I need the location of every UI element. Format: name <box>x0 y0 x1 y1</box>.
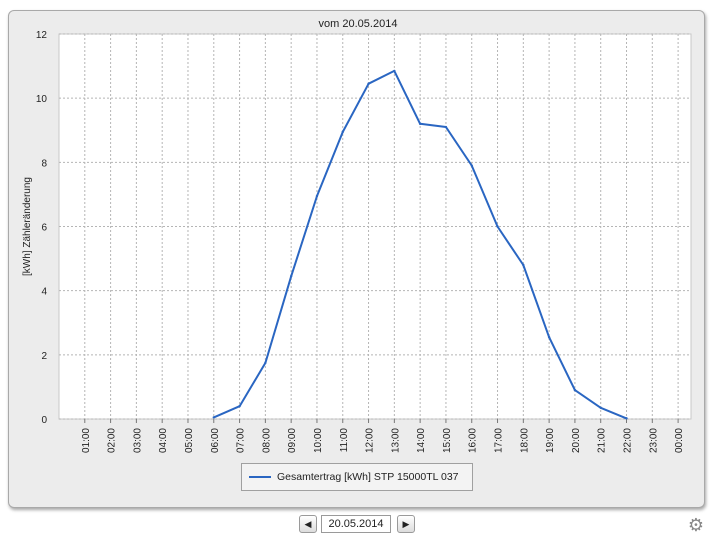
legend-series-swatch <box>249 476 271 478</box>
data-point <box>341 130 344 134</box>
data-point <box>315 194 319 198</box>
y-tick-label: 12 <box>36 30 48 41</box>
x-tick-label: 20:00 <box>571 428 582 453</box>
x-tick-label: 00:00 <box>674 428 685 453</box>
x-tick-label: 10:00 <box>313 428 324 453</box>
legend-series-label: Gesamtertrag [kWh] STP 15000TL 037 <box>277 471 459 483</box>
next-day-button[interactable]: ▶ <box>397 515 415 533</box>
x-tick-label: 17:00 <box>494 428 505 453</box>
data-point <box>212 416 215 419</box>
x-tick-label: 08:00 <box>261 428 272 453</box>
chart-title: vom 20.05.2014 <box>318 18 398 30</box>
x-tick-label: 15:00 <box>442 428 453 453</box>
date-navigation: ◀ 20.05.2014 ▶ <box>0 515 716 535</box>
data-point <box>367 82 370 85</box>
x-tick-label: 07:00 <box>236 428 247 453</box>
previous-day-button[interactable]: ◀ <box>299 515 317 533</box>
x-tick-label: 16:00 <box>468 428 479 453</box>
data-point <box>289 275 293 278</box>
x-tick-label: 05:00 <box>184 428 195 453</box>
left-arrow-icon: ◀ <box>304 519 312 529</box>
grid <box>58 33 692 420</box>
x-tick-label: 06:00 <box>210 428 221 453</box>
x-tick-label: 12:00 <box>365 428 376 453</box>
data-point <box>573 388 577 392</box>
data-point <box>625 417 628 420</box>
x-tick-label: 21:00 <box>597 428 608 453</box>
y-tick-label: 8 <box>41 158 47 169</box>
x-tick-label: 01:00 <box>81 428 92 453</box>
x-tick-label: 23:00 <box>648 428 659 453</box>
x-tick-label: 18:00 <box>519 428 530 453</box>
y-tick-label: 4 <box>41 287 47 298</box>
data-point <box>522 263 525 267</box>
y-tick-label: 0 <box>41 415 47 426</box>
y-axis-ticks: 0 2 4 6 8 10 12 <box>36 30 48 426</box>
x-tick-label: 04:00 <box>158 428 169 453</box>
x-tick-label: 22:00 <box>623 428 634 453</box>
legend: Gesamtertrag [kWh] STP 15000TL 037 <box>241 463 473 491</box>
y-axis-label: [kWh] Zähleränderung <box>22 177 33 276</box>
data-point <box>238 404 241 408</box>
data-point <box>444 125 448 129</box>
x-tick-label: 14:00 <box>416 428 427 453</box>
data-point <box>496 225 499 228</box>
series-group <box>212 69 628 420</box>
x-tick-label: 13:00 <box>390 428 401 453</box>
data-point <box>470 164 473 167</box>
y-tick-label: 10 <box>36 94 48 105</box>
y-tick-label: 2 <box>41 351 47 362</box>
data-point <box>393 69 396 73</box>
x-tick-label: 11:00 <box>339 428 350 453</box>
data-point <box>599 406 602 409</box>
y-tick-label: 6 <box>41 223 47 234</box>
x-tick-label: 19:00 <box>545 428 556 453</box>
data-point <box>418 122 422 126</box>
x-tick-label: 03:00 <box>132 428 143 453</box>
date-input[interactable]: 20.05.2014 <box>321 515 391 533</box>
data-point <box>547 335 551 339</box>
data-point <box>264 361 267 365</box>
x-tick-label: 02:00 <box>107 428 118 453</box>
settings-gear-icon[interactable]: ⚙ <box>687 515 705 535</box>
x-axis-ticks: 01:00 02:00 03:00 04:00 05:00 06:00 07:00 08:00… <box>81 419 685 453</box>
x-tick-label: 09:00 <box>287 428 298 453</box>
right-arrow-icon: ▶ <box>402 519 410 529</box>
